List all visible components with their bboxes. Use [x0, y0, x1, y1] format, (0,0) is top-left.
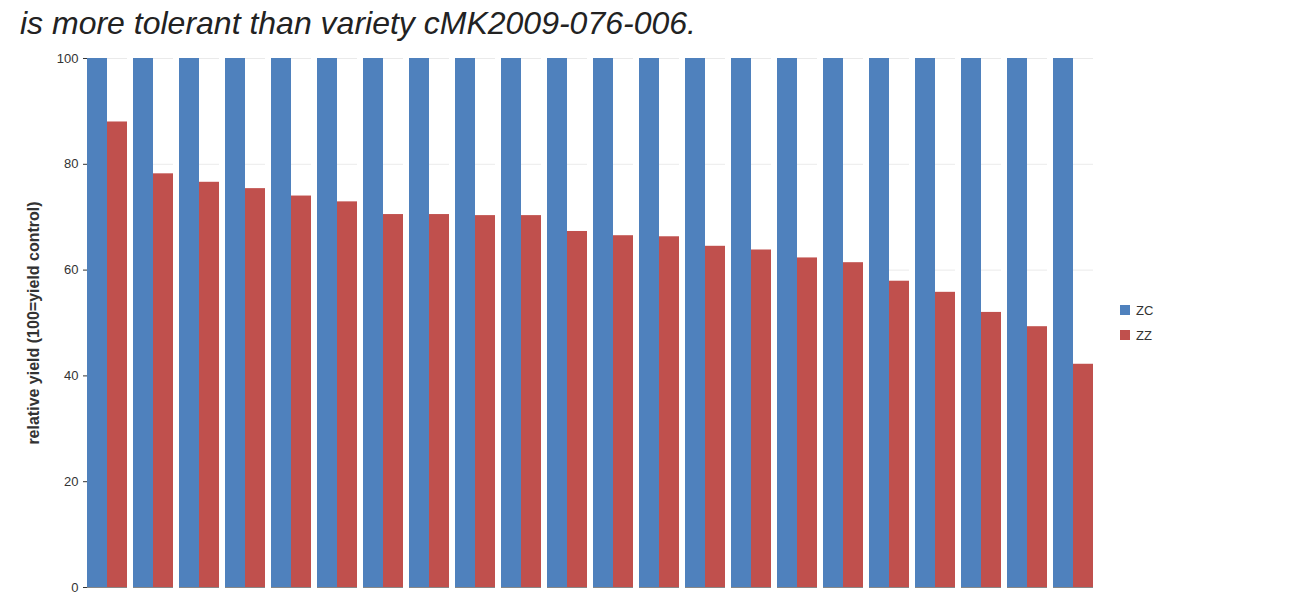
svg-text:20: 20	[64, 474, 78, 489]
html-text:ZZ: ZZ	[1136, 327, 1152, 343]
svg-text:40: 40	[64, 368, 78, 383]
html-text:is more tolerant than variety: is more tolerant than variety cMK2009-07…	[20, 5, 696, 41]
html-text:ZC: ZC	[1136, 302, 1154, 318]
svg-text:80: 80	[64, 156, 78, 171]
svg-text:0: 0	[71, 580, 78, 595]
svg-text:100: 100	[57, 51, 79, 66]
svg-text:60: 60	[64, 262, 78, 277]
svg-text:relative yield (100=yield cont: relative yield (100=yield control)	[25, 201, 42, 444]
